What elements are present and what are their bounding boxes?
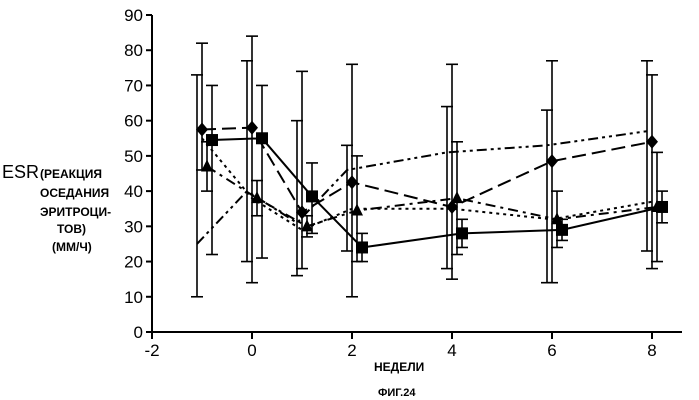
y-axis-label-line-4: ТОВ) <box>57 222 86 236</box>
square-marker <box>456 227 468 239</box>
y-axis-label-line-1: (РЕАКЦИЯ <box>40 167 102 181</box>
series-line-3 <box>207 167 657 227</box>
series-lines <box>197 128 662 248</box>
y-axis-label-main: ESR <box>2 162 39 182</box>
x-tick-label: 8 <box>647 341 656 360</box>
figure-caption: ФИГ.24 <box>378 387 416 399</box>
y-tick-label: 60 <box>124 112 143 131</box>
x-tick-label: 6 <box>547 341 556 360</box>
y-tick-label: 10 <box>124 288 143 307</box>
y-tick-label: 0 <box>134 323 143 342</box>
y-tick-label: 20 <box>124 253 143 272</box>
square-marker <box>556 224 568 236</box>
y-tick-label: 90 <box>124 6 143 25</box>
square-marker <box>206 134 218 146</box>
x-tick-label: 0 <box>247 341 256 360</box>
series-line-2 <box>202 128 652 213</box>
y-tick-label: 40 <box>124 182 143 201</box>
square-marker <box>256 132 268 144</box>
y-axis-label-line-5: (ММ/Ч) <box>52 240 92 254</box>
y-axis-label-line-2: ОСЕДАНИЯ <box>40 186 109 200</box>
square-marker <box>306 190 318 202</box>
x-tick-label: 4 <box>447 341 456 360</box>
series-markers <box>196 121 668 254</box>
y-tick-label: 50 <box>124 147 143 166</box>
x-axis-label: НЕДЕЛИ <box>374 360 424 374</box>
y-tick-label: 80 <box>124 41 143 60</box>
square-marker <box>356 241 368 253</box>
y-axis-label-line-3: ЭРИТРОЦИ- <box>40 205 111 219</box>
x-tick-label: -2 <box>144 341 159 360</box>
chart-labels: ESR (РЕАКЦИЯ ОСЕДАНИЯ ЭРИТРОЦИ- ТОВ) (ММ… <box>2 162 424 399</box>
x-tick-label: 2 <box>347 341 356 360</box>
error-bars <box>191 36 668 297</box>
y-tick-label: 70 <box>124 76 143 95</box>
y-tick-label: 30 <box>124 217 143 236</box>
